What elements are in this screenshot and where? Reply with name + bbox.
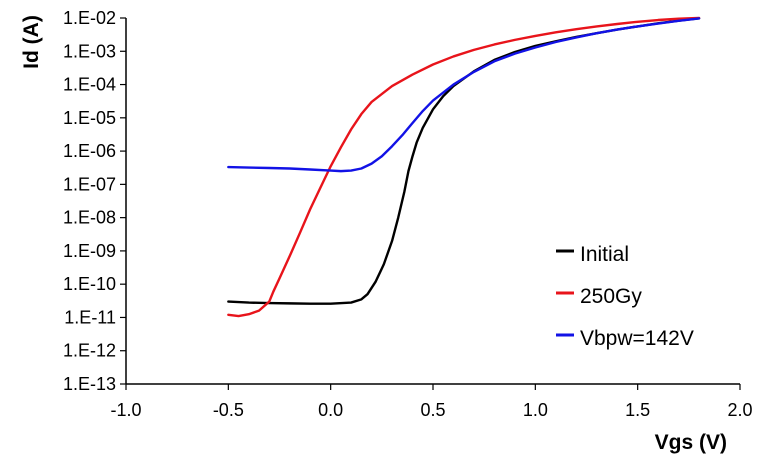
y-tick-label: 1.E-13 xyxy=(63,374,116,394)
y-tick-label: 1.E-11 xyxy=(64,307,116,327)
x-tick-label: -1.0 xyxy=(110,400,141,420)
series-line-250gy xyxy=(227,16,701,318)
legend-label-initial: Initial xyxy=(580,243,629,266)
legend: Initial 250Gy Vbpw=142V xyxy=(556,243,694,350)
y-tick-label: 1.E-08 xyxy=(63,208,116,228)
y-axis-title: Id (A) xyxy=(20,15,43,69)
y-tick-label: 1.E-03 xyxy=(63,41,116,61)
y-tick-label: 1.E-12 xyxy=(63,341,116,361)
series-line-vbpw-142v xyxy=(227,17,701,173)
y-tick-label: 1.E-10 xyxy=(63,274,116,294)
y-tick-label: 1.E-05 xyxy=(63,108,116,128)
y-axis-ticks: 1.E-02 1.E-03 1.E-04 1.E-05 1.E-06 1.E-07 1.E-… xyxy=(63,8,126,394)
y-tick-label: 1.E-07 xyxy=(63,174,116,194)
x-tick-label: 0.0 xyxy=(318,400,343,420)
x-axis-ticks: -1.0 -0.5 0.0 0.5 1.0 1.5 2.0 xyxy=(110,384,753,420)
y-tick-label: 1.E-04 xyxy=(63,75,116,95)
x-tick-label: 1.5 xyxy=(625,400,650,420)
y-tick-label: 1.E-06 xyxy=(63,141,116,161)
legend-label-vbpw-142v: Vbpw=142V xyxy=(580,327,694,350)
x-tick-label: -0.5 xyxy=(213,400,244,420)
x-tick-label: 1.0 xyxy=(523,400,548,420)
y-tick-label: 1.E-09 xyxy=(63,241,116,261)
y-tick-label: 1.E-02 xyxy=(63,8,116,28)
x-axis-title: Vgs (V) xyxy=(655,431,727,454)
legend-label-250gy: 250Gy xyxy=(580,285,642,308)
x-tick-label: 0.5 xyxy=(420,400,445,420)
series-layer xyxy=(227,16,701,318)
x-tick-label: 2.0 xyxy=(727,400,752,420)
